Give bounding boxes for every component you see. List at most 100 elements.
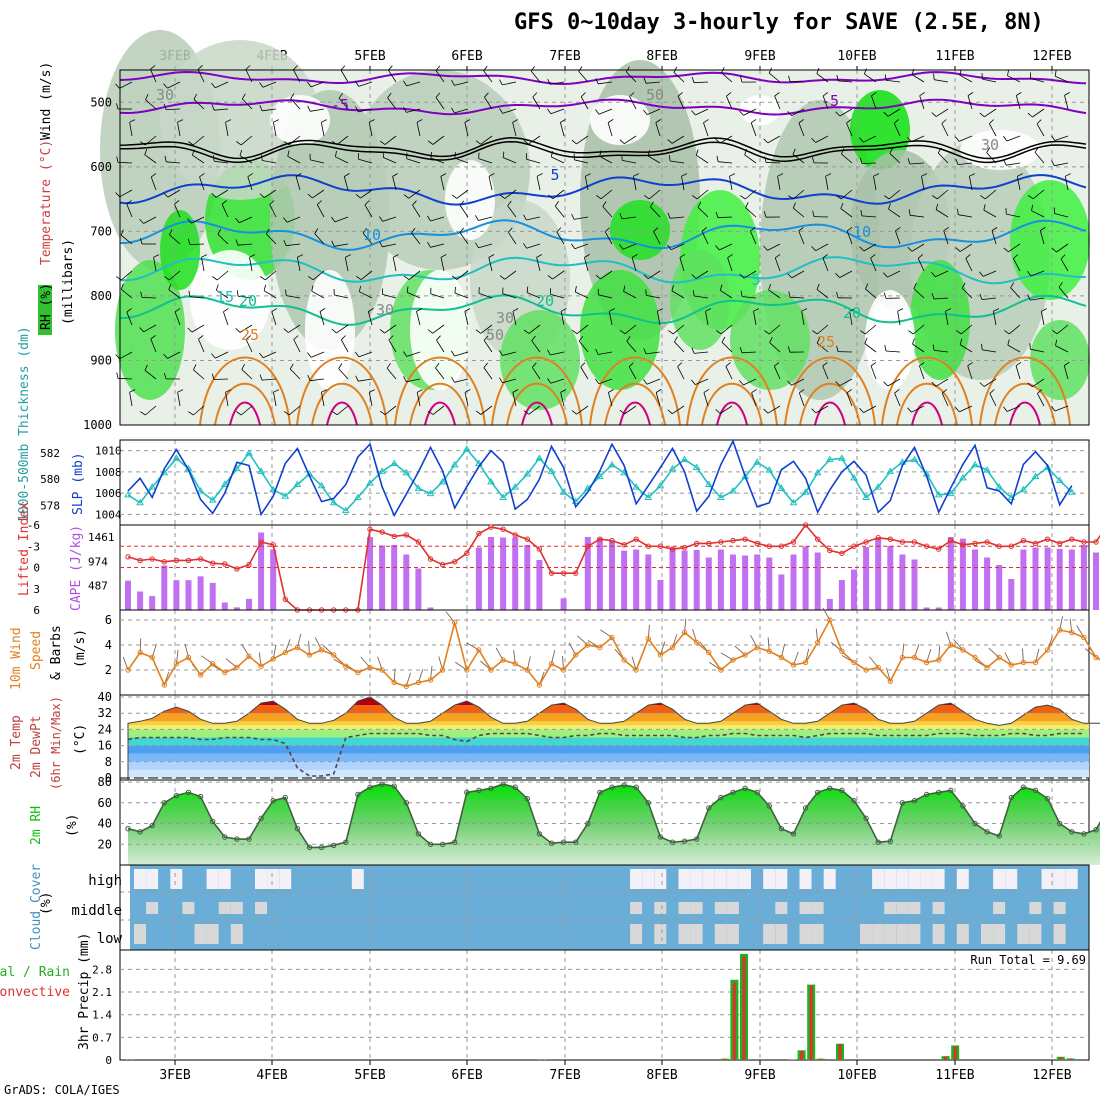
- wind-barb: [679, 257, 685, 272]
- wind-barb: [600, 189, 613, 200]
- contour-line: [119, 70, 1087, 86]
- lifted-index-point: [730, 537, 736, 544]
- thickness-tick-label: 580: [40, 473, 60, 486]
- cape-bar: [475, 547, 482, 610]
- wind-barb: [126, 311, 133, 326]
- wind-barb: [334, 216, 349, 223]
- wind-speed-point: [234, 664, 240, 671]
- wind-barb: [263, 290, 277, 299]
- wind-barb: [163, 103, 167, 110]
- lifted-index-point: [778, 543, 785, 549]
- wind-barb: [119, 81, 133, 89]
- wind-barb: [451, 376, 455, 383]
- wind-barb: [960, 324, 973, 335]
- wind-barb: [961, 282, 966, 289]
- contour-line: [296, 356, 388, 426]
- wind-speed-point: [948, 642, 954, 648]
- pressure-tick-label: 500: [90, 95, 112, 109]
- wind-barb: [604, 227, 610, 233]
- ylabel-cloud-cover: Cloud Cover: [29, 864, 44, 950]
- wind-barb: [595, 78, 599, 84]
- wind-barb: [691, 274, 697, 279]
- contour-label: 10: [853, 223, 871, 241]
- wind-barb: [1030, 297, 1045, 301]
- wind-speed-point: [681, 629, 688, 636]
- wind-barb: [574, 243, 589, 250]
- contour-label: 25: [817, 333, 835, 351]
- lifted-index-point: [875, 535, 881, 541]
- wind-barb: [383, 157, 397, 164]
- wind-barb: [889, 147, 893, 154]
- cloud-cell: [230, 902, 243, 914]
- wind-barb: [177, 392, 181, 407]
- wind-barb: [629, 92, 635, 97]
- wind-barb: [386, 367, 397, 380]
- cloud-cell: [763, 869, 776, 889]
- wind-barb: [1004, 330, 1010, 335]
- cloud-cell: [896, 924, 909, 944]
- wind-barb: [721, 336, 726, 343]
- wind-barb: [863, 405, 877, 413]
- ylabel-2m-dewpt: 2m DewPt: [29, 715, 44, 778]
- wind-barb: [1015, 365, 1021, 380]
- wind-barb: [692, 195, 698, 200]
- wind-barb: [188, 290, 191, 297]
- cape-bar: [137, 591, 144, 610]
- slp-tick-label: 1004: [95, 508, 122, 521]
- cloud-cell: [799, 924, 812, 944]
- cloud-cell: [267, 869, 280, 889]
- wind-barb: [153, 257, 157, 272]
- cloud-cell: [932, 902, 945, 914]
- rh2m-point: [403, 800, 409, 806]
- wind-barb: [751, 392, 757, 407]
- cape-bar: [814, 552, 821, 610]
- wind-speed-point: [609, 634, 615, 641]
- wind-barb: [745, 207, 757, 218]
- wind-barb: [144, 364, 148, 371]
- wind-barb: [169, 234, 181, 245]
- wind-barb: [225, 119, 232, 123]
- ylabel-units: (%): [39, 892, 54, 915]
- wind-barb: [727, 257, 733, 272]
- wind-barb: [235, 328, 241, 333]
- wind-barb: [913, 282, 917, 289]
- wind-speed-point: [488, 667, 494, 673]
- thickness-point: [850, 473, 858, 481]
- wind-speed-point: [331, 652, 337, 658]
- cape-bar: [233, 607, 240, 610]
- wind-barb: [235, 239, 239, 246]
- wind-barb: [293, 339, 301, 353]
- rh2m-point: [984, 829, 990, 835]
- lifted-index-point: [476, 530, 482, 537]
- wind-barb: [989, 393, 997, 407]
- rh2m-point: [960, 803, 966, 809]
- cloud-cell: [218, 869, 231, 889]
- wind-barb: [679, 254, 686, 258]
- wind-barb: [718, 161, 733, 164]
- wind-barb: [986, 152, 997, 164]
- wind-barb: [693, 81, 709, 84]
- wind-barb: [408, 189, 421, 199]
- wind-barb: [217, 234, 229, 245]
- wind-barb: [873, 176, 877, 191]
- cloud-row-label: low: [97, 931, 123, 947]
- wind-barb: [989, 119, 994, 124]
- wind-barb: [126, 200, 132, 205]
- wind-barb: [240, 135, 253, 146]
- wind-speed-point: [960, 647, 966, 653]
- wind-barb: [550, 108, 565, 115]
- wind-barb: [725, 362, 731, 367]
- contour-line: [521, 401, 553, 426]
- wind-barb: [941, 123, 949, 137]
- wind-barb: [595, 109, 600, 115]
- thickness-point: [559, 488, 568, 495]
- wind-barb: [163, 192, 169, 198]
- wind-barb: [894, 392, 901, 407]
- cloud-cell: [146, 902, 159, 914]
- wind-barb: [261, 378, 277, 381]
- wind-barb: [774, 92, 780, 97]
- cloud-cell: [134, 869, 146, 889]
